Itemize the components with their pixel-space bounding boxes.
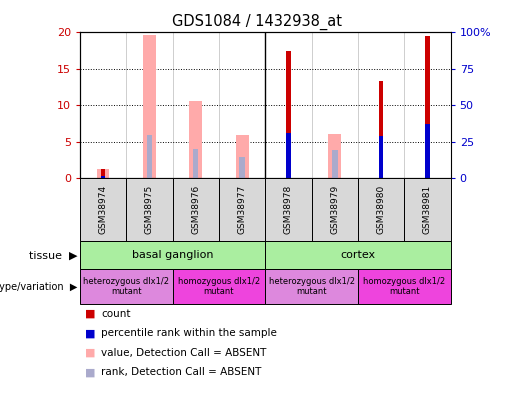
Text: tissue  ▶: tissue ▶ — [29, 250, 77, 260]
Text: GSM38976: GSM38976 — [191, 185, 200, 234]
Text: GSM38974: GSM38974 — [98, 185, 108, 234]
Bar — [425, 124, 430, 178]
Text: ■: ■ — [85, 348, 95, 358]
Text: GSM38981: GSM38981 — [423, 185, 432, 234]
Text: GSM38978: GSM38978 — [284, 185, 293, 234]
Bar — [96, 169, 110, 178]
Text: ■: ■ — [85, 367, 95, 377]
Text: ■: ■ — [85, 328, 95, 338]
Bar — [193, 149, 198, 178]
Text: GSM38977: GSM38977 — [237, 185, 247, 234]
Text: homozygous dlx1/2
mutant: homozygous dlx1/2 mutant — [363, 277, 445, 296]
Text: count: count — [101, 309, 131, 319]
Text: GSM38979: GSM38979 — [330, 185, 339, 234]
Bar — [286, 51, 290, 178]
Text: value, Detection Call = ABSENT: value, Detection Call = ABSENT — [101, 348, 267, 358]
Text: heterozygous dlx1/2
mutant: heterozygous dlx1/2 mutant — [269, 277, 354, 296]
Text: rank, Detection Call = ABSENT: rank, Detection Call = ABSENT — [101, 367, 262, 377]
Text: GDS1084 / 1432938_at: GDS1084 / 1432938_at — [173, 14, 342, 30]
Bar — [101, 169, 106, 178]
Bar — [332, 150, 337, 178]
Text: GSM38980: GSM38980 — [376, 185, 386, 234]
Text: basal ganglion: basal ganglion — [132, 250, 213, 260]
Bar — [425, 36, 430, 178]
Text: heterozygous dlx1/2
mutant: heterozygous dlx1/2 mutant — [83, 277, 169, 296]
Bar — [147, 135, 152, 178]
Bar — [379, 81, 383, 178]
Text: homozygous dlx1/2
mutant: homozygous dlx1/2 mutant — [178, 277, 260, 296]
Text: GSM38975: GSM38975 — [145, 185, 154, 234]
Text: genotype/variation  ▶: genotype/variation ▶ — [0, 281, 77, 292]
Text: cortex: cortex — [340, 250, 375, 260]
Text: percentile rank within the sample: percentile rank within the sample — [101, 328, 278, 338]
Bar — [101, 176, 106, 178]
Bar — [286, 133, 290, 178]
Bar — [328, 134, 341, 178]
Bar — [379, 136, 383, 178]
Bar — [239, 157, 245, 178]
Bar — [143, 35, 156, 178]
Text: ■: ■ — [85, 309, 95, 319]
Bar — [235, 135, 249, 178]
Bar — [189, 101, 202, 178]
